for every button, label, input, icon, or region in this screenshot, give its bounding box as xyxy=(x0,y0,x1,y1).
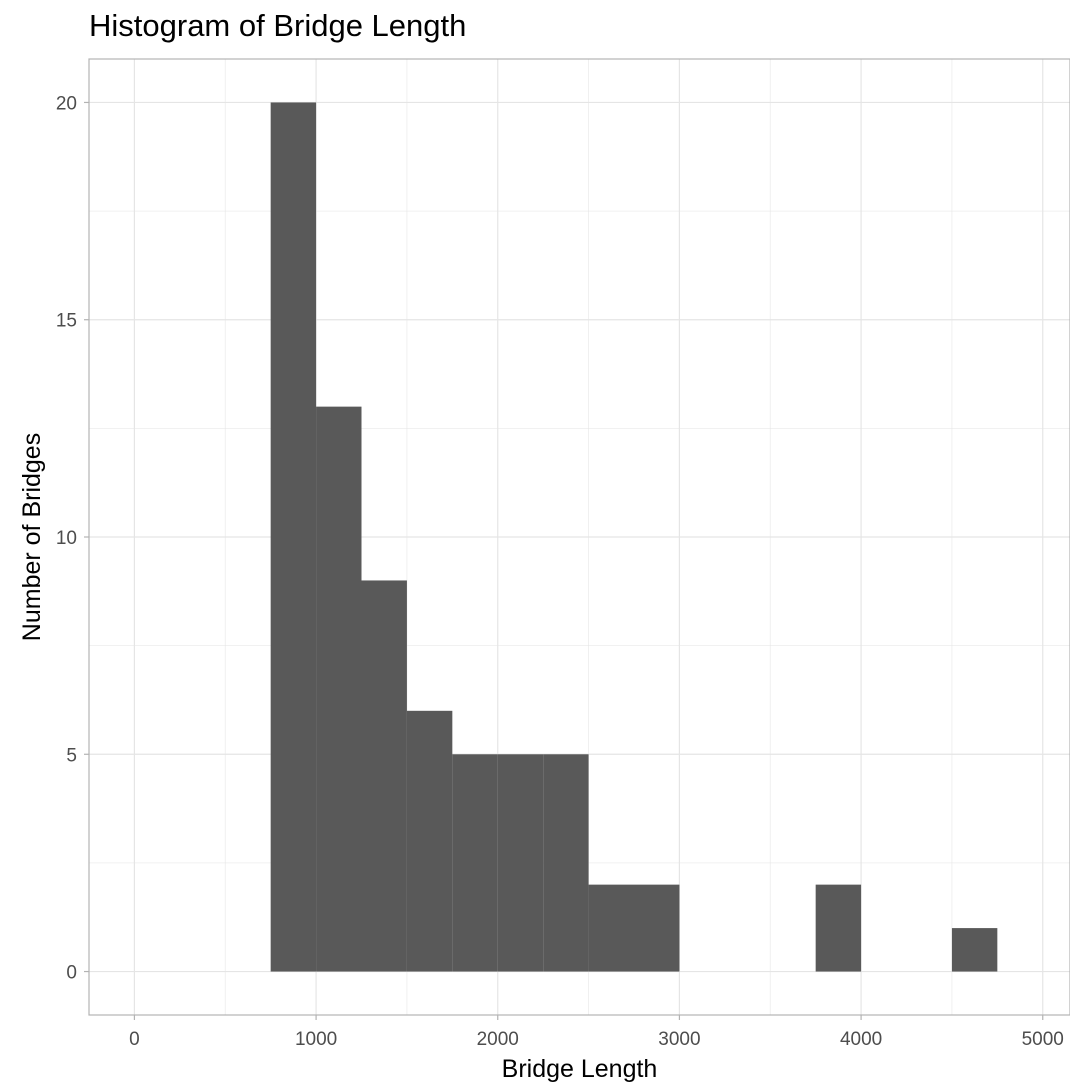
histogram-bar xyxy=(815,884,862,972)
chart-title: Histogram of Bridge Length xyxy=(89,8,467,43)
histogram-bar xyxy=(497,754,544,972)
y-tick-label: 15 xyxy=(56,311,77,332)
y-axis: 0 5 10 15 20 xyxy=(56,93,89,984)
histogram-bars xyxy=(270,102,998,972)
x-tick-label: 2000 xyxy=(477,1029,519,1050)
histogram-bar xyxy=(634,884,680,972)
x-axis-title: Bridge Length xyxy=(502,1055,658,1083)
y-tick-label: 20 xyxy=(56,93,77,114)
y-tick-label: 5 xyxy=(66,745,77,766)
histogram-bar xyxy=(588,884,634,972)
histogram-bar xyxy=(406,710,453,972)
x-axis: 0 1000 2000 3000 4000 5000 xyxy=(129,1015,1064,1050)
histogram-bar xyxy=(361,580,407,972)
y-tick-label: 0 xyxy=(66,963,77,984)
histogram-bar xyxy=(270,102,317,972)
histogram-bar xyxy=(951,928,998,972)
histogram-bar xyxy=(452,754,498,972)
x-tick-label: 1000 xyxy=(295,1029,337,1050)
histogram-bar xyxy=(543,754,589,972)
x-tick-label: 0 xyxy=(129,1029,140,1050)
y-tick-label: 10 xyxy=(56,528,77,549)
x-tick-label: 5000 xyxy=(1022,1029,1064,1050)
y-axis-title: Number of Bridges xyxy=(18,433,46,641)
x-tick-label: 4000 xyxy=(840,1029,882,1050)
x-tick-label: 3000 xyxy=(658,1029,700,1050)
histogram-bar xyxy=(316,406,362,972)
